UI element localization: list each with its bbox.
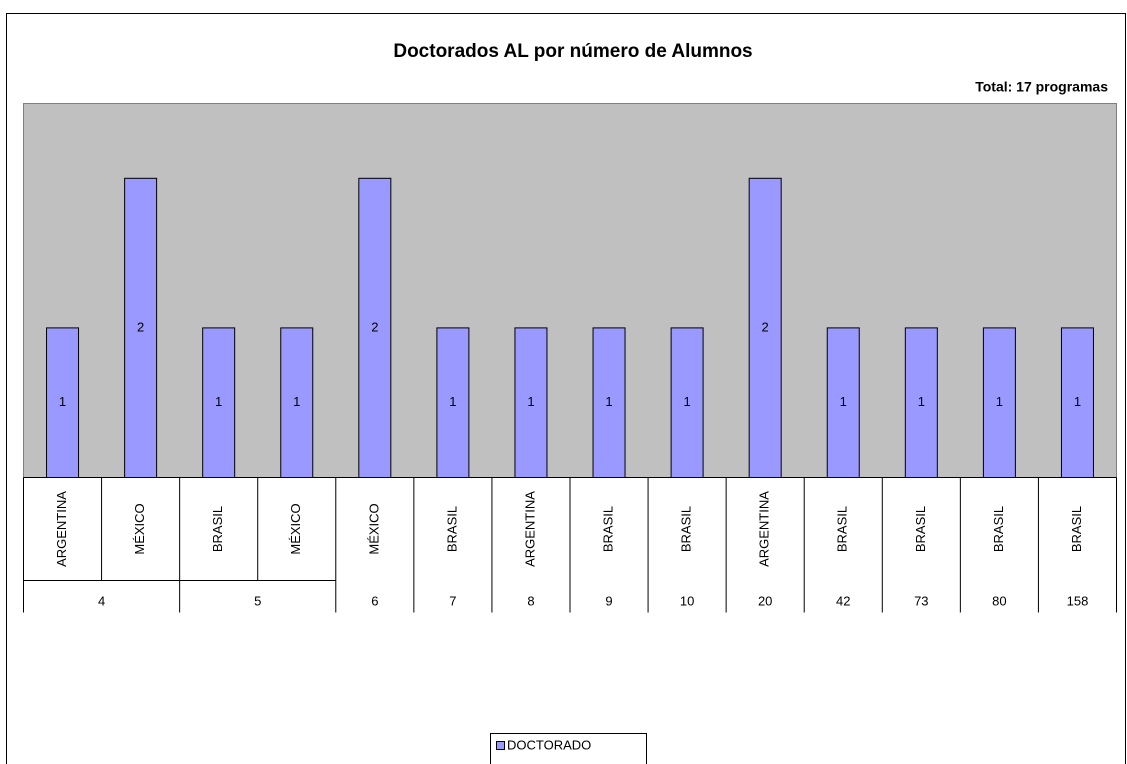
data-label: 1	[683, 394, 690, 409]
bar	[670, 327, 704, 478]
x-tick-label: BRASIL	[913, 506, 928, 552]
x-tick-label: ARGENTINA	[522, 491, 537, 567]
bar	[514, 327, 548, 478]
chart-subtitle: Total: 17 programas	[975, 79, 1108, 95]
data-label: 1	[918, 394, 925, 409]
bar	[358, 177, 392, 479]
legend-label: DOCTORADO	[507, 737, 591, 752]
data-label: 1	[840, 394, 847, 409]
data-label: 1	[605, 394, 612, 409]
plot-area	[23, 103, 1117, 478]
data-label: 1	[996, 394, 1003, 409]
group-label: 20	[758, 593, 772, 608]
x-tick-label: ARGENTINA	[54, 491, 69, 567]
group-label: 158	[1067, 593, 1089, 608]
legend-swatch	[496, 741, 505, 750]
bar	[592, 327, 626, 478]
legend: DOCTORADO	[490, 733, 647, 764]
bar	[202, 327, 236, 478]
bar	[436, 327, 470, 478]
x-tick-label: BRASIL	[210, 506, 225, 552]
bar	[982, 327, 1016, 478]
x-tick-label: BRASIL	[679, 506, 694, 552]
group-label: 5	[254, 593, 261, 608]
legend-box	[490, 733, 647, 764]
x-tick-label: BRASIL	[600, 506, 615, 552]
group-label: 4	[98, 593, 105, 608]
group-label: 6	[371, 593, 378, 608]
data-label: 1	[1074, 394, 1081, 409]
data-label: 1	[59, 394, 66, 409]
bar	[280, 327, 314, 478]
group-label: 9	[605, 593, 612, 608]
bar	[124, 177, 158, 479]
group-label: 80	[992, 593, 1006, 608]
bar	[1060, 327, 1094, 478]
x-tick-label: MÉXICO	[366, 503, 381, 554]
x-tick-label: BRASIL	[991, 506, 1006, 552]
data-label: 2	[137, 319, 144, 334]
data-label: 2	[371, 319, 378, 334]
data-label: 1	[293, 394, 300, 409]
group-label: 42	[836, 593, 850, 608]
bar	[748, 177, 782, 479]
chart-title: Doctorados AL por número de Alumnos	[393, 41, 752, 62]
x-tick-label: MÉXICO	[288, 503, 303, 554]
group-label: 73	[914, 593, 928, 608]
data-label: 1	[449, 394, 456, 409]
group-label: 7	[449, 593, 456, 608]
group-label: 8	[527, 593, 534, 608]
x-tick-label: BRASIL	[835, 506, 850, 552]
x-tick-label: BRASIL	[1069, 506, 1084, 552]
data-label: 2	[762, 319, 769, 334]
bar	[826, 327, 860, 478]
x-tick-label: ARGENTINA	[757, 491, 772, 567]
bar	[904, 327, 938, 478]
x-tick-label: MÉXICO	[132, 503, 147, 554]
x-tick-label: BRASIL	[444, 506, 459, 552]
data-label: 1	[527, 394, 534, 409]
bar	[46, 327, 80, 478]
group-label: 10	[680, 593, 694, 608]
data-label: 1	[215, 394, 222, 409]
